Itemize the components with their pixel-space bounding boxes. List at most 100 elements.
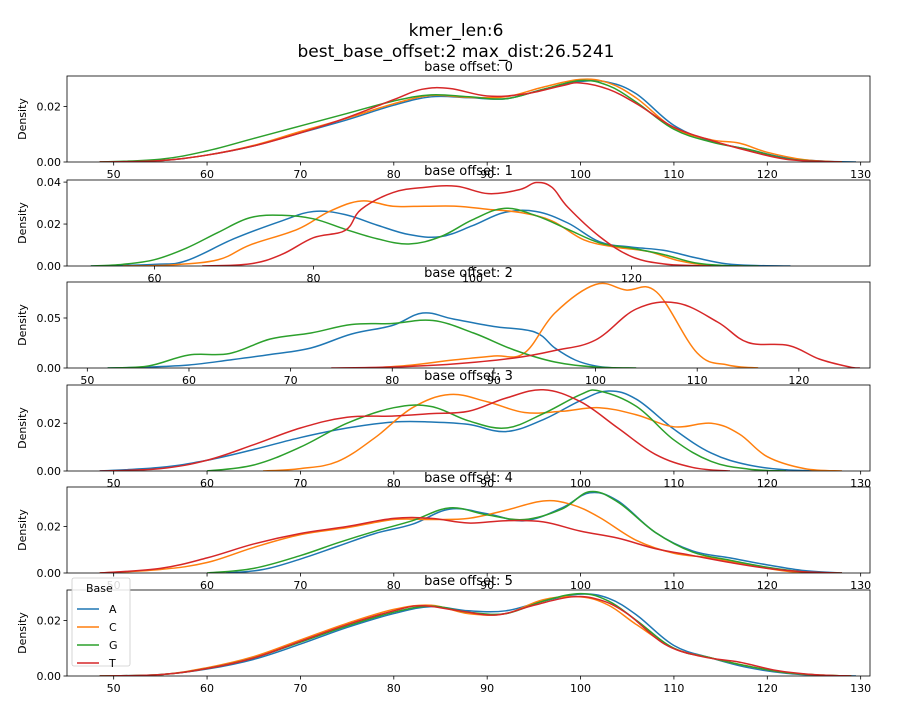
density-line-A xyxy=(99,390,824,471)
x-tick-label: 70 xyxy=(293,579,307,592)
density-line-C xyxy=(99,499,824,573)
density-line-A xyxy=(99,593,857,676)
y-tick-label: 0.00 xyxy=(37,567,62,580)
axes-frame xyxy=(66,384,871,472)
y-axis-label: Density xyxy=(16,98,29,140)
x-tick-label: 70 xyxy=(293,477,307,490)
x-tick-label: 50 xyxy=(107,682,121,695)
x-tick-label: 60 xyxy=(147,272,161,285)
legend-box xyxy=(71,577,131,667)
y-tick-label: 0.04 xyxy=(37,176,62,189)
legend-label-C: C xyxy=(109,621,117,634)
y-tick-label: 0.02 xyxy=(37,521,62,534)
x-tick-label: 100 xyxy=(570,477,591,490)
density-line-C xyxy=(371,282,759,368)
x-tick-label: 80 xyxy=(387,477,401,490)
x-tick-label: 120 xyxy=(788,374,809,387)
density-line-G xyxy=(107,319,637,368)
y-axis-label: Density xyxy=(16,612,29,654)
x-tick-label: 60 xyxy=(200,168,214,181)
axes-frame xyxy=(66,281,871,369)
y-axis-label: Density xyxy=(16,202,29,244)
figure-title-line-2: best_base_offset:2 max_dist:26.5241 xyxy=(298,42,615,62)
x-tick-label: 110 xyxy=(663,579,684,592)
subplot-offset-2: 50 60 70 80 90 100 110 120 0.00 0.05 Density base o… xyxy=(16,266,871,387)
y-tick-label: 0.02 xyxy=(37,417,62,430)
density-line-G xyxy=(206,490,843,573)
x-tick-label: 50 xyxy=(80,374,94,387)
density-line-A xyxy=(225,491,843,573)
density-line-G xyxy=(90,207,759,266)
density-line-G xyxy=(99,592,852,676)
axes-frame xyxy=(66,179,871,267)
x-tick-label: 80 xyxy=(306,272,320,285)
x-tick-label: 120 xyxy=(757,168,778,181)
y-tick-label: 0.02 xyxy=(37,218,62,231)
y-tick-label: 0.02 xyxy=(37,101,62,114)
x-tick-label: 70 xyxy=(293,168,307,181)
density-line-T xyxy=(331,301,860,368)
subplot-title: base offset: 0 xyxy=(424,60,513,75)
x-tick-label: 80 xyxy=(387,168,401,181)
legend-label-G: G xyxy=(109,639,118,652)
x-tick-label: 90 xyxy=(480,682,494,695)
x-tick-label: 110 xyxy=(663,168,684,181)
density-line-T xyxy=(99,595,852,676)
x-tick-label: 80 xyxy=(385,374,399,387)
x-tick-label: 120 xyxy=(621,272,642,285)
figure-title-line-1: kmer_len:6 xyxy=(409,21,504,41)
subplot-title: base offset: 4 xyxy=(424,471,513,486)
axes-frame xyxy=(66,486,871,574)
x-tick-label: 50 xyxy=(107,168,121,181)
y-tick-label: 0.00 xyxy=(37,362,62,375)
y-tick-label: 0.02 xyxy=(37,615,62,628)
density-line-A xyxy=(107,312,616,368)
x-tick-label: 70 xyxy=(284,374,298,387)
y-axis-label: Density xyxy=(16,407,29,449)
subplot-title: base offset: 3 xyxy=(424,369,513,384)
x-tick-label: 120 xyxy=(757,579,778,592)
legend-label-A: A xyxy=(109,603,117,616)
x-tick-label: 80 xyxy=(387,579,401,592)
axes-frame xyxy=(66,589,871,677)
x-tick-label: 60 xyxy=(200,579,214,592)
subplot-title: base offset: 5 xyxy=(424,574,513,589)
x-tick-label: 100 xyxy=(570,682,591,695)
subplot-title: base offset: 2 xyxy=(424,266,513,281)
x-tick-label: 90 xyxy=(480,579,494,592)
subplot-offset-4: 50 60 70 80 90 100 110 120 130 0.00 0.02 Density bas… xyxy=(16,471,871,592)
x-tick-label: 60 xyxy=(182,374,196,387)
x-tick-label: 60 xyxy=(200,477,214,490)
density-line-C xyxy=(263,393,843,471)
x-tick-label: 80 xyxy=(387,682,401,695)
x-tick-label: 100 xyxy=(585,374,606,387)
x-tick-label: 130 xyxy=(850,168,871,181)
x-tick-label: 60 xyxy=(200,682,214,695)
x-tick-label: 130 xyxy=(850,477,871,490)
density-line-T xyxy=(99,516,843,573)
subplot-offset-1: 60 80 100 120 0.00 0.02 0.04 Density base offset… xyxy=(16,164,871,285)
y-axis-label: Density xyxy=(16,304,29,346)
x-tick-label: 50 xyxy=(107,477,121,490)
x-tick-label: 100 xyxy=(570,168,591,181)
y-tick-label: 0.00 xyxy=(37,156,62,169)
x-tick-label: 120 xyxy=(757,477,778,490)
x-tick-label: 110 xyxy=(663,477,684,490)
y-tick-label: 0.00 xyxy=(37,260,62,273)
density-line-A xyxy=(90,209,791,266)
density-line-T xyxy=(99,389,731,471)
density-line-T xyxy=(99,82,843,162)
x-tick-label: 90 xyxy=(487,374,501,387)
x-tick-label: 120 xyxy=(757,682,778,695)
axes-frame xyxy=(66,75,871,163)
x-tick-label: 100 xyxy=(570,579,591,592)
x-tick-label: 70 xyxy=(293,682,307,695)
legend-title: Base xyxy=(86,582,113,595)
subplot-offset-3: 50 60 70 80 90 100 110 120 130 0.00 0.02 Density bas… xyxy=(16,369,871,490)
y-tick-label: 0.05 xyxy=(37,312,62,325)
subplot-offset-5: 50 60 70 80 90 100 110 120 130 0.00 0.02 Density bas… xyxy=(16,574,871,695)
density-line-T xyxy=(202,181,712,266)
x-tick-label: 130 xyxy=(850,579,871,592)
